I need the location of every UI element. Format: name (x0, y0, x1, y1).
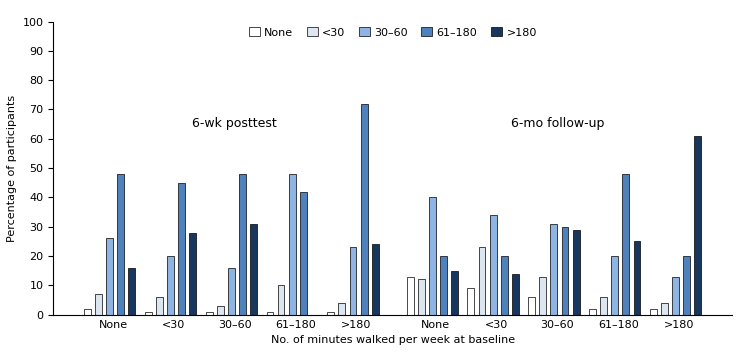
Bar (278, 285, 285, 315)
Bar (512, 274, 519, 315)
Bar (600, 297, 607, 315)
X-axis label: No. of minutes walked per week at baseline: No. of minutes walked per week at baseli… (270, 335, 514, 345)
Bar (501, 256, 508, 315)
Bar (633, 241, 641, 315)
Legend: None, <30, 30–60, 61–180, >180: None, <30, 30–60, 61–180, >180 (248, 27, 537, 38)
Bar (440, 256, 447, 315)
Y-axis label: Percentage of participants: Percentage of participants (7, 94, 17, 241)
Bar (205, 312, 213, 315)
Bar (189, 233, 196, 315)
Bar (490, 215, 497, 315)
Bar (551, 224, 557, 315)
Bar (573, 230, 579, 315)
Bar (338, 303, 345, 315)
Bar (250, 224, 257, 315)
Bar (672, 277, 679, 315)
Bar (372, 244, 378, 315)
Bar (611, 256, 619, 315)
Bar (350, 247, 356, 315)
Bar (528, 297, 535, 315)
Bar (84, 309, 91, 315)
Bar (118, 174, 124, 315)
Bar (228, 268, 235, 315)
Bar (650, 309, 657, 315)
Bar (167, 256, 174, 315)
Bar (145, 312, 151, 315)
Bar (300, 191, 307, 315)
Bar (589, 309, 596, 315)
Bar (539, 277, 546, 315)
Bar (661, 303, 668, 315)
Bar (327, 312, 334, 315)
Bar (479, 247, 486, 315)
Bar (178, 183, 185, 315)
Bar (451, 271, 458, 315)
Bar (129, 268, 135, 315)
Bar (156, 297, 163, 315)
Bar (429, 197, 436, 315)
Bar (361, 103, 367, 315)
Bar (468, 288, 474, 315)
Bar (217, 306, 224, 315)
Text: 6-wk posttest: 6-wk posttest (192, 117, 277, 130)
Bar (239, 174, 246, 315)
Bar (95, 294, 102, 315)
Bar (418, 279, 425, 315)
Text: 6-mo follow-up: 6-mo follow-up (511, 117, 604, 130)
Bar (684, 256, 690, 315)
Bar (622, 174, 630, 315)
Bar (106, 238, 113, 315)
Bar (267, 312, 273, 315)
Bar (562, 227, 568, 315)
Bar (289, 174, 296, 315)
Bar (406, 277, 414, 315)
Bar (695, 136, 701, 315)
